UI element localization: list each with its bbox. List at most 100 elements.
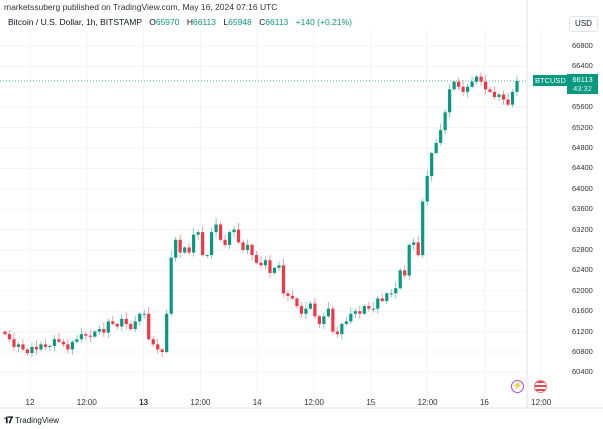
candle-body [268, 260, 272, 273]
candle-body [129, 323, 133, 330]
candle-body [335, 331, 339, 335]
candle-body [340, 323, 344, 335]
time-tick-label: 12:00 [190, 398, 211, 407]
candle-body [70, 341, 74, 350]
candle-body [344, 321, 348, 324]
candle-body [322, 316, 326, 324]
currency-button[interactable]: USD [569, 16, 598, 32]
price-tick-label: 62000 [572, 285, 593, 295]
candle-body [75, 339, 79, 342]
candle-body [452, 81, 456, 90]
candle-body [295, 298, 299, 307]
symbol-price-tag: BTCUSD [533, 75, 568, 86]
candle-body [201, 232, 205, 256]
candle-body [259, 262, 263, 266]
candle-body [39, 344, 43, 350]
candle-body [124, 318, 128, 324]
candle-body [443, 112, 447, 131]
candle-body [223, 239, 227, 245]
candle-body [187, 247, 191, 253]
price-tick-label: 61600 [572, 306, 593, 316]
brand-name: TradingView [15, 416, 60, 425]
candle-body [506, 99, 510, 105]
candle-body [106, 321, 110, 333]
candles [3, 72, 519, 358]
candle-body [389, 293, 393, 295]
candle-body [376, 298, 380, 309]
price-tick-label: 64000 [572, 183, 593, 193]
candle-body [84, 334, 88, 336]
last-price: 66113 [572, 75, 593, 84]
footer: 𝟏𝟕 TradingView [4, 415, 59, 426]
candle-body [21, 344, 25, 350]
candle-body [272, 267, 277, 273]
price-tick-label: 63200 [572, 224, 593, 234]
price-tick-label: 66400 [572, 61, 593, 71]
time-tick-label: 12:00 [76, 398, 97, 407]
candle-body [308, 303, 313, 309]
open-label: O [149, 17, 156, 27]
candle-body [403, 270, 407, 276]
candle-body [281, 265, 286, 294]
candle-body [138, 313, 142, 322]
candle-body [497, 94, 501, 97]
symbol-title: Bitcoin / U.S. Dollar, 1h, BITSTAMP [8, 17, 142, 27]
time-tick-label: 12:00 [417, 398, 438, 407]
close-label: C [259, 17, 266, 27]
candle-body [151, 339, 155, 345]
candle-body [407, 244, 411, 276]
us-flag-event-icon[interactable] [534, 380, 547, 393]
price-tick-label: 66800 [572, 41, 593, 50]
candle-body [510, 91, 515, 105]
candle-body [349, 313, 353, 322]
price-tick-label: 61200 [572, 326, 593, 336]
candle-body [34, 346, 39, 350]
candle-body [367, 306, 371, 309]
candle-body [254, 255, 259, 263]
candle-body [263, 260, 268, 266]
tradingview-logo-icon: 𝟏𝟕 [4, 415, 13, 425]
candle-body [174, 239, 178, 258]
candle-body [52, 339, 57, 346]
candle-body [290, 295, 295, 299]
high-value: 66113 [193, 17, 217, 27]
candle-body [439, 130, 443, 143]
candle-body [133, 321, 137, 330]
candle-body [7, 334, 12, 340]
candle-body [227, 232, 232, 245]
candle-body [277, 265, 281, 268]
candle-body [43, 344, 48, 347]
candle-body [425, 176, 429, 202]
candle-body [16, 344, 21, 347]
open-value: 65970 [155, 17, 180, 27]
time-tick-label: 14 [252, 398, 262, 407]
candle-body [61, 341, 65, 345]
candle-body [93, 331, 97, 337]
candle-body [169, 257, 173, 314]
candle-body [470, 81, 474, 87]
candle-body [236, 229, 241, 243]
candle-body [241, 242, 245, 250]
price-tick-label: 60800 [572, 347, 593, 356]
candle-body [183, 247, 187, 253]
candle-body [515, 81, 519, 92]
price-tick-label: 63600 [572, 204, 593, 214]
candle-body [79, 334, 83, 340]
candle-body [88, 335, 92, 337]
candle-body [380, 298, 384, 301]
price-tick-label: 65600 [572, 102, 593, 112]
candle-body [156, 344, 160, 350]
candle-body [192, 234, 196, 253]
candle-body [245, 244, 250, 250]
candle-body [304, 308, 308, 314]
candle-body [488, 89, 492, 92]
candle-body [165, 313, 169, 352]
candle-body [483, 81, 488, 90]
candle-body [353, 311, 357, 314]
lightning-event-icon[interactable]: ⚡ [511, 380, 524, 393]
grid [0, 30, 542, 408]
candle-body [412, 242, 416, 245]
price-tick-label: 62400 [572, 265, 593, 275]
candle-body [147, 313, 151, 340]
